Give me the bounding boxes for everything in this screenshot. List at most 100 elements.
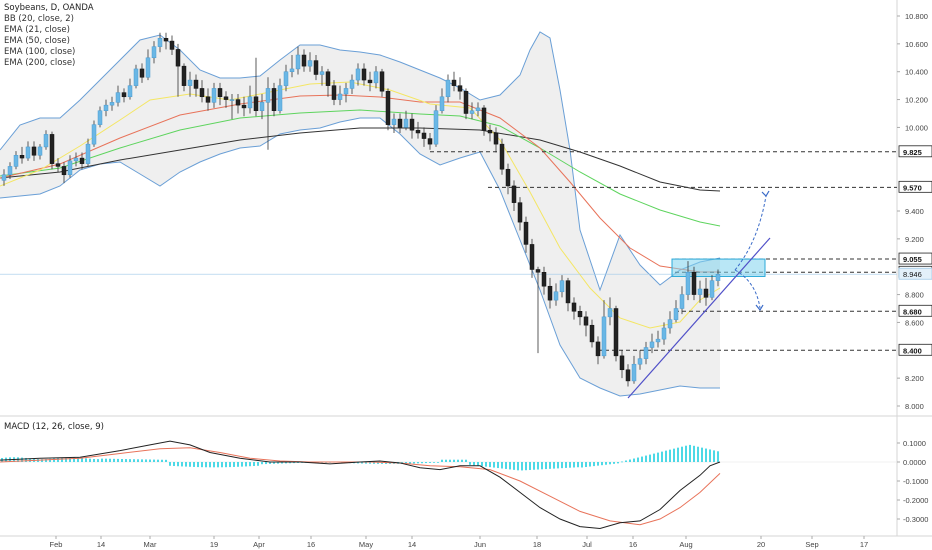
candle-down — [703, 288, 709, 298]
price-tick-label: 8.600 — [905, 318, 924, 327]
candle-up — [103, 104, 109, 111]
candle-down — [49, 134, 55, 164]
macd-hist-bar — [285, 462, 287, 464]
macd-line — [0, 440, 721, 530]
bb-upper — [0, 31, 721, 292]
candle-down — [169, 40, 175, 50]
macd-hist-bar — [445, 459, 447, 462]
level-price-badge — [898, 304, 932, 317]
projection-up-arrow — [734, 195, 767, 271]
candle-down — [61, 166, 67, 176]
level-price-badge — [898, 145, 932, 158]
macd-hist-bar — [521, 462, 523, 471]
candle-up — [469, 110, 475, 114]
candle-down — [19, 155, 25, 159]
candle-up — [115, 92, 121, 103]
candle-down — [505, 168, 511, 187]
candle-down — [79, 157, 85, 164]
candle-up — [679, 294, 685, 309]
candle-up — [643, 347, 649, 359]
current-price-label: 8.946 — [903, 270, 922, 279]
candle-up — [685, 272, 691, 295]
candle-up — [85, 143, 91, 164]
macd-hist-bar — [293, 462, 295, 464]
macd-hist-bar — [625, 460, 627, 462]
macd-hist-bar — [613, 462, 615, 464]
candle-up — [649, 341, 655, 348]
candle-up — [289, 68, 295, 72]
macd-hist-bar — [713, 450, 715, 462]
time-tick-label: Feb — [50, 540, 63, 549]
macd-hist-bar — [153, 459, 155, 462]
macd-hist-bar — [481, 462, 483, 467]
bb-fill — [0, 32, 720, 396]
candle-down — [361, 68, 367, 81]
candle-up — [157, 38, 163, 47]
macd-hist-bar — [221, 462, 223, 468]
candle-down — [409, 118, 415, 131]
candle-up — [391, 118, 397, 125]
candle-down — [301, 54, 307, 67]
trend-line — [627, 237, 771, 399]
macd-hist-bar — [561, 462, 563, 469]
candle-down — [451, 79, 457, 86]
projection-up-arrowhead — [761, 190, 770, 197]
candle-down — [121, 92, 127, 98]
macd-hist-bar — [381, 462, 383, 464]
macd-hist-bar — [645, 455, 647, 462]
macd-hist-bar — [233, 462, 235, 467]
macd-hist-bar — [253, 462, 255, 467]
candle-down — [31, 146, 37, 156]
macd-hist-bar — [629, 459, 631, 462]
candle-down — [625, 369, 631, 382]
macd-hist-bar — [73, 457, 75, 462]
macd-hist-bar — [137, 459, 139, 462]
macd-hist-bar — [185, 462, 187, 467]
macd-hist-bar — [533, 462, 535, 470]
macd-hist-bar — [249, 462, 251, 467]
macd-hist-bar — [537, 462, 539, 470]
time-tick-label: Mar — [144, 540, 157, 549]
macd-hist-bar — [641, 456, 643, 462]
candle-up — [277, 85, 283, 111]
macd-hist-bar — [405, 462, 407, 464]
macd-hist-bar — [529, 462, 531, 470]
candle-down — [541, 272, 547, 287]
price-tick-label: 9.200 — [905, 235, 924, 244]
macd-hist-bar — [209, 462, 211, 468]
candle-up — [655, 338, 661, 343]
macd-hist-bar — [473, 462, 475, 466]
macd-hist-bar — [457, 459, 459, 462]
macd-hist-bar — [113, 458, 115, 462]
level-price-label: 9.825 — [903, 148, 922, 157]
ema21-line — [0, 81, 721, 329]
macd-tick-label: -0.3000 — [903, 515, 928, 524]
macd-hist-bar — [633, 458, 635, 462]
macd-hist-bar — [577, 462, 579, 468]
time-tick-label: 14 — [408, 540, 416, 549]
price-tick-label: 10.600 — [905, 40, 928, 49]
macd-hist-bar — [441, 459, 443, 462]
macd-hist-bar — [409, 462, 411, 464]
macd-hist-bar — [421, 462, 423, 464]
indicator-bb: BB (20, close, 2) — [4, 14, 74, 24]
macd-hist-bar — [241, 462, 243, 467]
current-price-badge — [898, 267, 932, 280]
candle-up — [127, 85, 133, 98]
candle-up — [97, 110, 103, 125]
macd-hist-bar — [637, 457, 639, 462]
candle-down — [415, 129, 421, 134]
indicator-ema100: EMA (100, close) — [4, 47, 76, 57]
macd-hist-bar — [145, 459, 147, 462]
macd-hist-bar — [437, 462, 439, 463]
candle-up — [187, 79, 193, 86]
candle-down — [427, 138, 433, 145]
macd-hist-bar — [465, 459, 467, 462]
candle-down — [517, 202, 523, 223]
macd-hist-bar — [25, 457, 27, 462]
candle-up — [403, 118, 409, 128]
macd-hist-bar — [553, 462, 555, 469]
time-tick-label: Sep — [805, 540, 818, 549]
macd-hist-bar — [237, 462, 239, 467]
macd-hist-bar — [277, 462, 279, 464]
